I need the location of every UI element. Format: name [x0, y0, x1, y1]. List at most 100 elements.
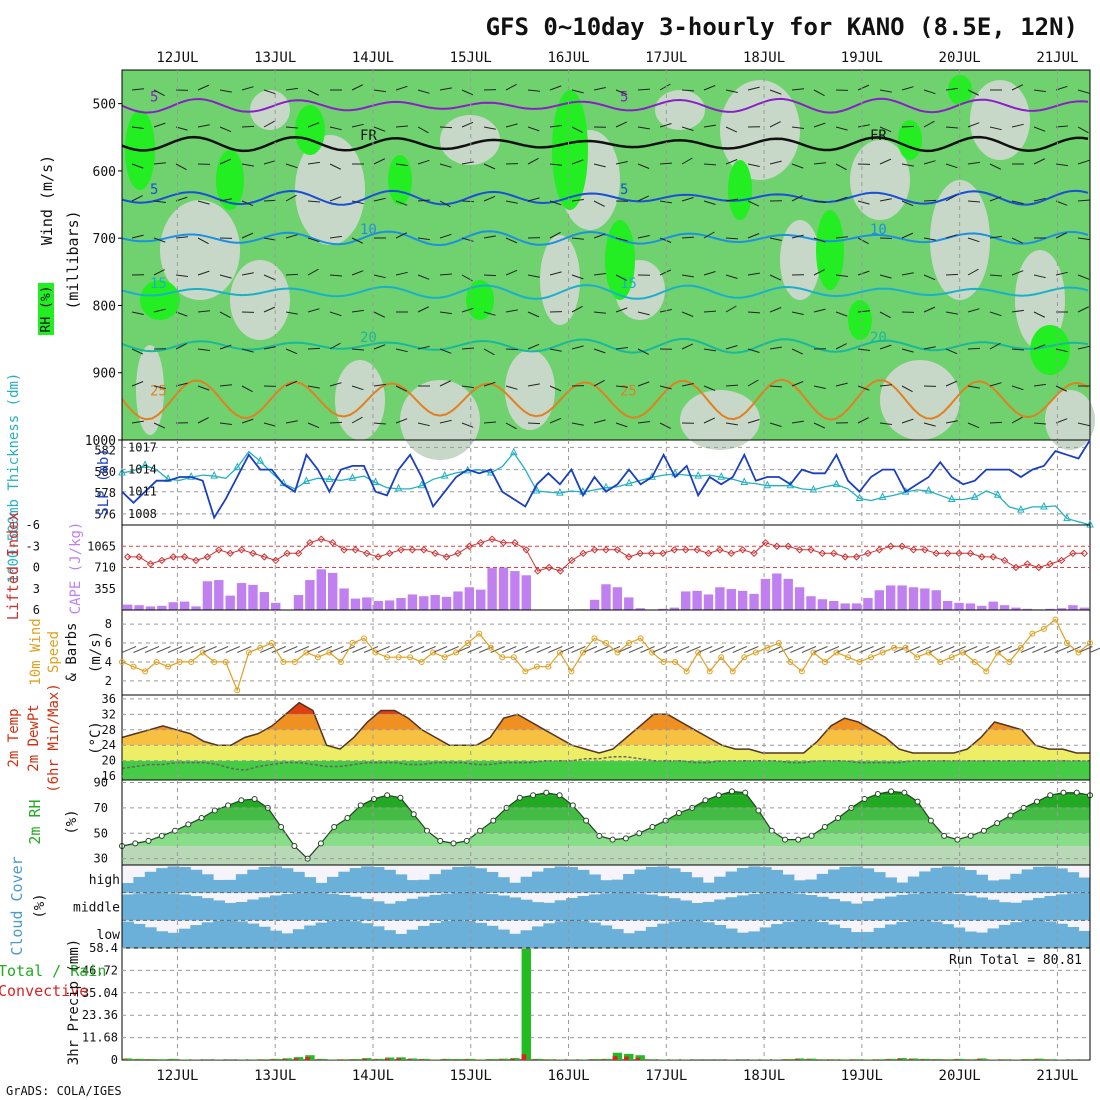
cloud-cell — [702, 901, 715, 921]
temperature-contour — [121, 337, 1089, 354]
wind-barb — [285, 163, 298, 169]
li-marker — [511, 539, 519, 547]
wind-barb — [747, 233, 760, 239]
wind-barb — [219, 198, 232, 202]
cape-bar — [829, 601, 839, 610]
wind-speed-line — [121, 618, 1091, 693]
wind-barb — [527, 274, 540, 278]
rain-bar — [510, 1058, 520, 1060]
wind-barb — [879, 274, 892, 279]
wind-barb — [461, 385, 474, 389]
axis-label-part: 10m Wind — [28, 618, 44, 685]
y-tick-label: -3 — [26, 539, 40, 553]
wind-speed-marker — [994, 649, 1001, 656]
cloud-cell — [156, 892, 169, 921]
cloud-cell — [270, 866, 282, 893]
wind-speed-marker — [729, 668, 736, 675]
rain-bar — [350, 1059, 361, 1060]
wind-barb — [813, 162, 826, 165]
wind-barb — [637, 381, 650, 387]
cloud-cell — [383, 903, 396, 921]
cloud-cell — [873, 872, 886, 893]
y-tick-label: 800 — [93, 299, 116, 314]
rh-marker — [835, 815, 842, 822]
wind-barb — [439, 311, 452, 315]
wind-barb — [725, 305, 737, 313]
cloud-cell — [907, 893, 920, 921]
surface-wind-barb — [190, 646, 206, 653]
cloud-cell — [133, 876, 146, 893]
cloud-cell — [919, 871, 932, 893]
wind-barb — [615, 89, 628, 95]
convective-bar — [498, 1059, 504, 1060]
wind-barb — [263, 346, 276, 350]
low-rh-area — [1045, 390, 1095, 450]
wind-barb — [175, 126, 188, 131]
wind-barb — [945, 348, 958, 355]
cloud-cell — [793, 880, 806, 893]
li-marker — [966, 549, 975, 558]
footer-credit: GrADS: COLA/IGES — [6, 1084, 122, 1098]
wind-barb — [1011, 270, 1024, 276]
wind-barb — [769, 422, 782, 427]
cloud-cell — [1010, 902, 1023, 921]
wind-barb — [175, 343, 187, 350]
cloud-cell — [725, 871, 738, 893]
cape-bar — [897, 585, 907, 610]
surface-wind-barb — [548, 646, 563, 653]
axis-label-temp-1: 2m Temp — [6, 708, 22, 767]
wind-barb — [395, 200, 408, 206]
surface-wind-barb — [674, 646, 690, 653]
temp-band — [122, 760, 1090, 780]
li-marker — [943, 549, 952, 558]
high-rh-area — [388, 155, 412, 205]
wind-speed-marker — [775, 640, 782, 647]
surface-wind-barb — [559, 646, 575, 653]
wind-barb — [549, 271, 562, 276]
wind-barb — [241, 200, 254, 207]
wind-barb — [769, 307, 782, 313]
cape-bar — [681, 591, 691, 610]
y-tick-label: 70 — [94, 801, 108, 815]
cloud-cell — [167, 866, 180, 893]
cloud-cell — [178, 928, 191, 948]
cloud-cell — [1033, 866, 1045, 893]
cloud-cell — [736, 895, 749, 921]
wind-barb — [439, 419, 452, 424]
li-marker — [294, 549, 303, 558]
wind-barb — [945, 273, 959, 276]
axis-label-cloud: Cloud Cover — [8, 856, 26, 955]
li-marker — [408, 546, 417, 554]
wind-speed-marker — [314, 654, 321, 661]
wind-barb — [835, 163, 847, 171]
rh-marker — [914, 798, 921, 805]
cloud-cell — [338, 894, 351, 921]
cape-bar — [384, 600, 395, 610]
surface-wind-barb — [824, 646, 840, 653]
wind-barb — [351, 385, 364, 391]
cloud-cell — [304, 925, 317, 948]
wind-barb — [725, 274, 738, 279]
cloud-cell — [691, 877, 704, 893]
axis-label-wind-2: Speed — [46, 631, 62, 673]
cape-bar — [134, 605, 144, 610]
rain-bar — [840, 1059, 850, 1060]
y-tick-label-right: 1065 — [87, 539, 116, 553]
cape-bar — [669, 607, 680, 610]
temperature-contour — [121, 284, 1089, 300]
cape-bar — [487, 568, 497, 610]
wind-speed-marker — [914, 654, 921, 661]
wind-speed-marker — [1052, 616, 1059, 623]
axis-label-temp-3: (6hr Min/Max) — [46, 683, 62, 793]
wind-barb — [747, 419, 760, 424]
y-tick-label: 600 — [93, 165, 116, 180]
surface-wind-barb — [432, 646, 448, 653]
wind-barb — [505, 200, 518, 204]
wind-barb — [571, 345, 584, 350]
rh-bands — [122, 791, 1090, 865]
li-marker — [761, 539, 770, 547]
thickness-marker — [556, 488, 564, 496]
wind-barb — [989, 126, 1002, 131]
li-marker — [647, 549, 656, 558]
wind-barb — [373, 344, 386, 350]
